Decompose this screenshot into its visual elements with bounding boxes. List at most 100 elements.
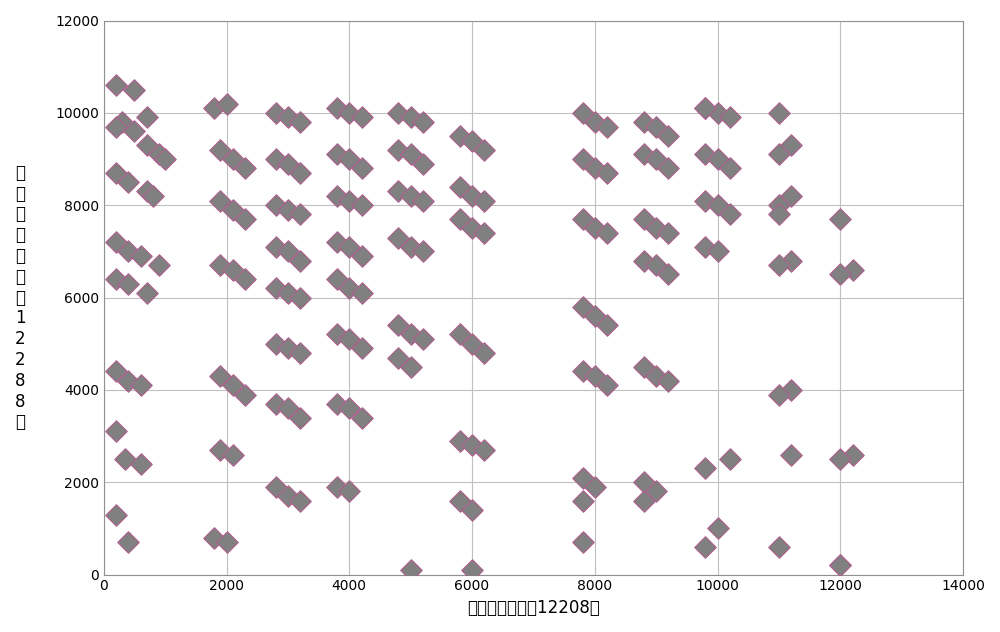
- Point: [268, 339, 284, 349]
- Point: [636, 117, 652, 127]
- Point: [710, 523, 726, 533]
- Point: [139, 140, 155, 150]
- Point: [476, 195, 492, 205]
- Point: [599, 228, 615, 238]
- Point: [225, 265, 241, 275]
- Point: [464, 191, 480, 201]
- Point: [697, 463, 713, 473]
- Point: [108, 237, 124, 247]
- Point: [697, 103, 713, 113]
- Point: [108, 80, 124, 90]
- Point: [329, 237, 345, 247]
- Point: [120, 246, 136, 257]
- Point: [133, 251, 149, 261]
- Point: [771, 149, 787, 159]
- Point: [354, 343, 370, 353]
- Point: [354, 251, 370, 261]
- Point: [599, 380, 615, 391]
- Point: [237, 214, 253, 224]
- Point: [575, 537, 591, 547]
- Point: [219, 537, 235, 547]
- Point: [292, 117, 308, 127]
- Point: [117, 454, 133, 465]
- Point: [145, 191, 161, 201]
- Point: [452, 131, 468, 141]
- Point: [225, 380, 241, 391]
- Point: [722, 454, 738, 465]
- Point: [151, 260, 167, 270]
- Point: [845, 265, 861, 275]
- Point: [415, 246, 431, 257]
- Point: [329, 103, 345, 113]
- Point: [464, 339, 480, 349]
- Point: [280, 246, 296, 257]
- Point: [575, 214, 591, 224]
- Point: [636, 255, 652, 265]
- Point: [464, 223, 480, 233]
- Point: [139, 112, 155, 123]
- Point: [237, 389, 253, 399]
- Y-axis label: 行
方
向
（
图
像
高
1
2
2
8
8
）: 行 方 向 （ 图 像 高 1 2 2 8 8 ）: [15, 164, 26, 432]
- Point: [120, 537, 136, 547]
- Point: [464, 441, 480, 451]
- Point: [599, 168, 615, 178]
- Point: [587, 482, 603, 492]
- Point: [599, 320, 615, 331]
- Point: [292, 413, 308, 423]
- Point: [722, 163, 738, 173]
- Point: [268, 108, 284, 118]
- Point: [452, 495, 468, 506]
- Point: [329, 274, 345, 284]
- Point: [660, 163, 676, 173]
- Point: [108, 509, 124, 520]
- Point: [783, 449, 799, 459]
- Point: [464, 505, 480, 515]
- Point: [832, 561, 848, 571]
- Point: [206, 103, 222, 113]
- Point: [151, 149, 167, 159]
- Point: [280, 112, 296, 123]
- Point: [212, 260, 228, 270]
- Point: [341, 108, 357, 118]
- Point: [771, 108, 787, 118]
- Point: [710, 108, 726, 118]
- Point: [237, 274, 253, 284]
- Point: [341, 487, 357, 497]
- Point: [771, 389, 787, 399]
- Point: [464, 565, 480, 575]
- Point: [783, 140, 799, 150]
- Point: [697, 241, 713, 252]
- Point: [341, 283, 357, 293]
- Point: [292, 209, 308, 219]
- Point: [452, 214, 468, 224]
- Point: [212, 195, 228, 205]
- Point: [390, 233, 406, 243]
- Point: [157, 154, 173, 164]
- Point: [341, 195, 357, 205]
- Point: [354, 112, 370, 123]
- Point: [237, 163, 253, 173]
- Point: [225, 154, 241, 164]
- Point: [660, 269, 676, 279]
- Point: [415, 334, 431, 344]
- Point: [660, 375, 676, 386]
- Point: [771, 542, 787, 552]
- Point: [280, 491, 296, 501]
- Point: [648, 371, 664, 381]
- Point: [212, 145, 228, 155]
- Point: [329, 482, 345, 492]
- X-axis label: 列方向（图像宽12208）: 列方向（图像宽12208）: [467, 599, 600, 617]
- Point: [832, 269, 848, 279]
- Point: [587, 163, 603, 173]
- Point: [710, 154, 726, 164]
- Point: [415, 195, 431, 205]
- Point: [403, 191, 419, 201]
- Point: [329, 329, 345, 339]
- Point: [832, 454, 848, 465]
- Point: [292, 293, 308, 303]
- Point: [575, 108, 591, 118]
- Point: [783, 255, 799, 265]
- Point: [126, 126, 142, 137]
- Point: [341, 403, 357, 413]
- Point: [292, 168, 308, 178]
